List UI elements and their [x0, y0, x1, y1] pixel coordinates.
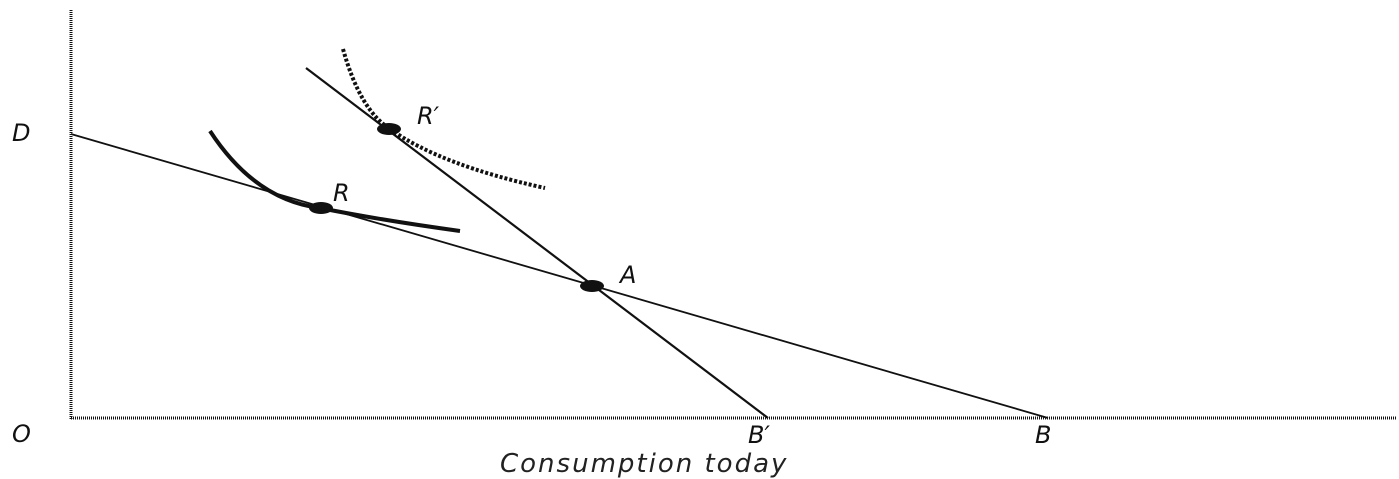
- point-optimum-original: [309, 202, 333, 214]
- x-axis-title: Consumption today: [500, 449, 788, 479]
- label-a: A: [618, 261, 636, 289]
- point-optimum-new: [377, 123, 401, 135]
- budget-line-original: [71, 134, 1048, 418]
- label-d: D: [12, 119, 30, 147]
- point-endowment: [580, 280, 604, 292]
- label-r-prime: R′: [417, 102, 440, 130]
- budget-line-new: [306, 68, 768, 418]
- label-b-prime: B′: [748, 421, 770, 449]
- label-b: B: [1035, 421, 1051, 449]
- label-r: R: [333, 179, 350, 207]
- label-o: O: [12, 420, 31, 448]
